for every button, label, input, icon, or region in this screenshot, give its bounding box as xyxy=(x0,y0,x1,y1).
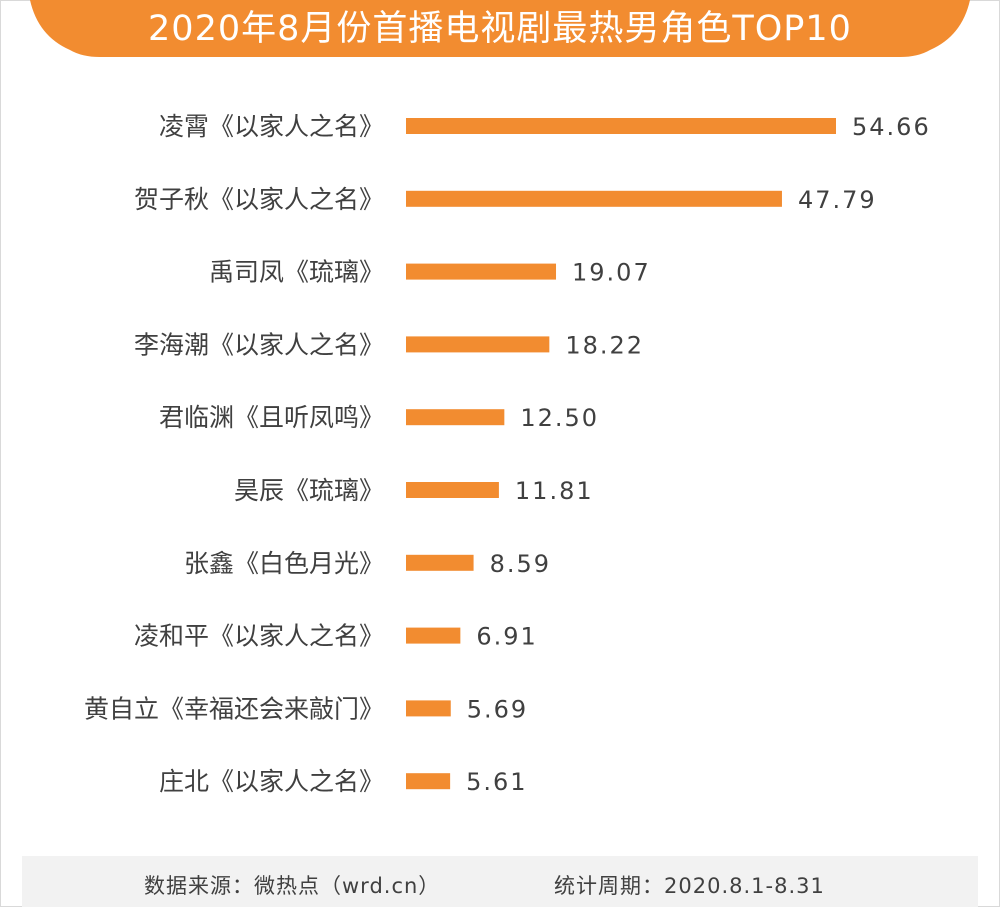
category-label: 庄北《以家人之名》 xyxy=(159,767,384,796)
bar-chart: 凌霄《以家人之名》 54.66 贺子秋《以家人之名》 47.79 禹司凤《琉璃》 19.0… xyxy=(84,112,931,796)
stat-period: 统计周期：2020.8.1-8.31 xyxy=(554,874,825,898)
bar xyxy=(406,409,505,426)
value-label: 5.61 xyxy=(466,768,527,796)
category-label: 张鑫《白色月光》 xyxy=(184,549,384,578)
category-label: 李海潮《以家人之名》 xyxy=(134,330,384,359)
category-label: 贺子秋《以家人之名》 xyxy=(134,185,384,214)
value-label: 5.69 xyxy=(467,695,528,723)
title-banner-shape xyxy=(30,0,970,57)
bar xyxy=(406,482,499,498)
chart-title: 2020年8月份首播电视剧最热男角色TOP10 xyxy=(148,9,852,49)
category-label: 凌霄《以家人之名》 xyxy=(159,112,384,141)
value-label: 6.91 xyxy=(476,623,537,651)
value-label: 54.66 xyxy=(852,113,931,141)
bar xyxy=(406,263,557,280)
value-label: 47.79 xyxy=(798,186,877,214)
bar xyxy=(406,118,836,134)
category-label: 凌和平《以家人之名》 xyxy=(134,622,384,651)
value-label: 18.22 xyxy=(565,331,644,359)
category-label: 黄自立《幸福还会来敲门》 xyxy=(84,694,384,723)
bar xyxy=(406,627,461,644)
bar xyxy=(406,700,451,717)
category-label: 君临渊《且听凤鸣》 xyxy=(159,403,384,432)
bar xyxy=(406,190,782,207)
bar xyxy=(406,554,474,571)
footer: 数据来源：微热点（wrd.cn） 统计周期：2020.8.1-8.31 xyxy=(22,856,978,907)
category-label: 禹司凤《琉璃》 xyxy=(209,258,384,287)
category-label: 昊辰《琉璃》 xyxy=(234,476,384,505)
bar xyxy=(406,336,550,353)
value-label: 11.81 xyxy=(515,477,594,505)
value-label: 8.59 xyxy=(490,550,551,578)
value-label: 12.50 xyxy=(520,404,599,432)
value-label: 19.07 xyxy=(572,259,651,287)
data-source: 数据来源：微热点（wrd.cn） xyxy=(144,874,441,898)
title-banner: 2020年8月份首播电视剧最热男角色TOP10 xyxy=(0,0,1000,58)
bar xyxy=(406,773,451,790)
